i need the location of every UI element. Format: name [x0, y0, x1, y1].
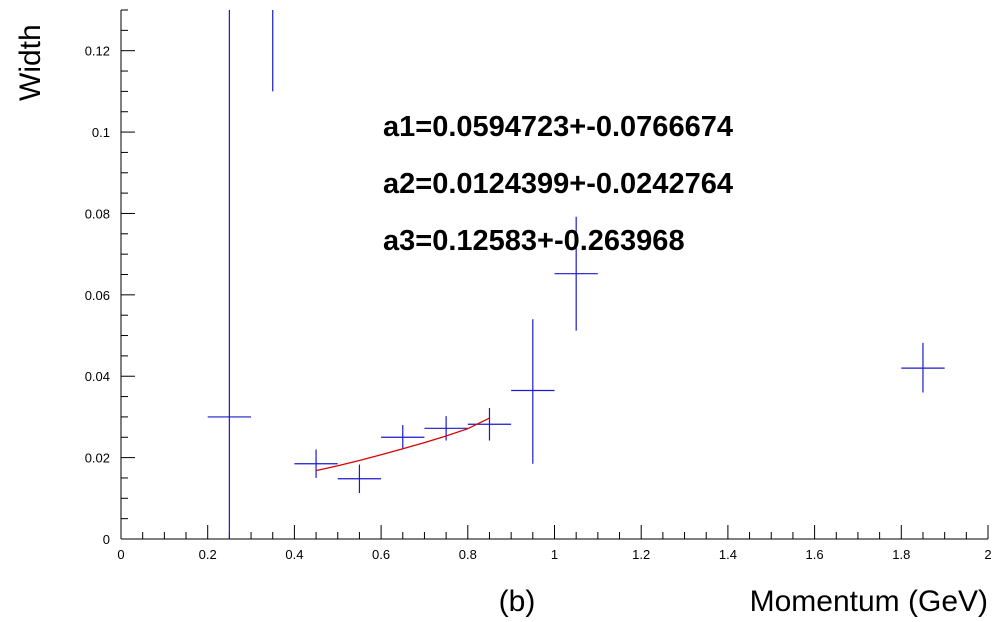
data-point [467, 407, 512, 441]
y-tick-label: 0.12 [85, 44, 110, 59]
y-tick-label: 0.04 [85, 369, 110, 384]
x-tick-label: 1.4 [719, 547, 737, 562]
axes [120, 10, 988, 540]
x-tick-label: 1.6 [806, 547, 824, 562]
ticks [120, 9, 989, 540]
data-point [337, 464, 382, 494]
fit-curve-group [315, 417, 490, 472]
x-axis-title: Momentum (GeV) [750, 585, 988, 618]
data-point [381, 425, 425, 450]
data-point [511, 319, 555, 464]
x-tick-label: 0.2 [199, 547, 217, 562]
y-tick-label: 0.1 [92, 125, 110, 140]
fit-parameter-a2: a2=0.0124399+-0.0242764 [383, 168, 733, 200]
data-point [294, 449, 338, 478]
tick-labels: 0 0.2 0.4 0.6 0.8 1 1.2 1.4 1.6 1.8 2 0 0.02 0.04 0.06… [85, 44, 992, 562]
panel-label: (b) [499, 585, 536, 618]
fit-parameter-a3: a3=0.12583+-0.263968 [383, 225, 685, 257]
x-tick-label: 0.6 [372, 547, 390, 562]
x-tick-label: 2 [984, 547, 991, 562]
x-tick-label: 0.4 [285, 547, 303, 562]
x-tick-label: 1 [551, 547, 558, 562]
x-tick-label: 0 [117, 547, 124, 562]
fit-parameter-a1: a1=0.0594723+-0.0766674 [383, 111, 733, 143]
data-point [554, 216, 598, 331]
data-point [901, 342, 945, 393]
x-tick-label: 1.2 [632, 547, 650, 562]
y-tick-label: 0.02 [85, 451, 110, 466]
x-tick-label: 0.8 [459, 547, 477, 562]
data-point [424, 416, 468, 441]
data-points [207, 10, 945, 539]
fit-curve [315, 417, 490, 472]
y-tick-label: 0.08 [85, 206, 110, 221]
y-axis-title: Width [14, 24, 47, 101]
y-tick-label: 0.06 [85, 288, 110, 303]
x-tick-label: 1.8 [892, 547, 910, 562]
y-tick-label: 0 [103, 532, 110, 547]
data-point [207, 10, 252, 539]
